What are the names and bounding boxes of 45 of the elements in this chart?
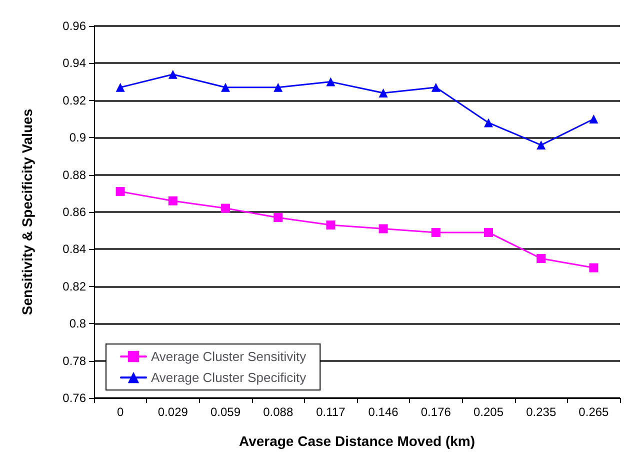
y-tick-label: 0.82 [62,279,86,294]
point [326,220,336,230]
point [274,213,283,222]
point [221,82,230,92]
point [536,254,546,263]
point [116,187,125,196]
point [378,88,388,98]
x-tick-label: 0.029 [158,405,188,419]
y-tick-label: 0.88 [62,168,86,182]
x-tick-label: 0.265 [578,405,610,419]
x-tick-label: 0.146 [368,405,399,419]
point [326,77,336,86]
point [168,196,178,206]
y-tick-label: 0.94 [62,56,86,70]
legend-label: Average Cluster Sensitivity [151,349,307,364]
point [484,228,493,237]
y-tick-label: 0.92 [62,93,86,108]
y-tick-label: 0.8 [69,316,86,331]
y-tick-label: 0.96 [62,19,86,33]
point [221,204,230,213]
point [589,263,598,272]
x-tick-label: 0 [116,405,124,419]
x-tick-label: 0.059 [210,405,241,419]
legend-label: Average Cluster Specificity [151,370,307,385]
point [484,118,493,128]
x-tick-label: 0.235 [526,405,556,419]
point [431,82,440,92]
point [431,228,440,237]
y-tick-label: 0.9 [69,130,86,145]
point [274,82,283,92]
x-axis-title: Average Case Distance Moved (km) [238,433,476,449]
x-tick-label: 0.117 [316,405,346,419]
y-tick-label: 0.84 [62,242,86,256]
point [589,114,598,124]
point [116,82,125,92]
y-tick-label: 0.78 [62,354,86,368]
x-tick-label: 0.088 [263,405,294,419]
y-tick-label: 0.86 [62,205,86,219]
point [378,224,388,234]
y-axis-title: Sensitivity & Specificity Values [19,108,35,316]
y-tick-label: 0.76 [62,391,86,405]
x-tick-label: 0.205 [473,405,504,419]
point [536,140,546,150]
x-tick-label: 0.176 [420,405,452,419]
point [168,70,178,79]
